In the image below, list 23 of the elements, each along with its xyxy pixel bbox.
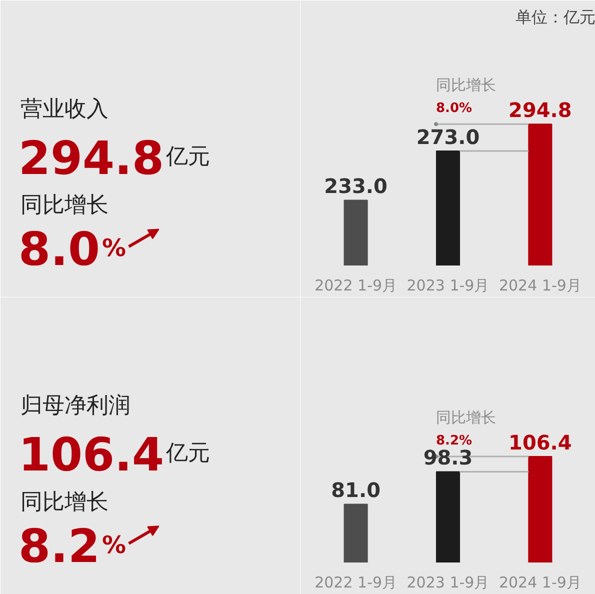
x-tick-label: 2023 1-9月 [406,574,490,592]
text: 8.2% [18,519,126,574]
data-label: 98.3 [423,446,473,470]
annotation: 同比增长 [436,76,496,94]
x-tick-label: 2022 1-9月 [314,574,398,592]
annotation: 同比增长 [436,408,496,426]
text: 营业收入 [20,97,108,122]
text: 8.0% [18,222,126,276]
data-label: 233.0 [324,174,388,198]
x-tick-label: 2024 1-9月 [498,574,582,592]
text: 归母净利润 [20,393,130,418]
data-label: 81.0 [331,478,380,502]
data-label: 294.8 [508,98,572,122]
annotation: 8.2% [436,433,472,448]
x-tick-label: 2024 1-9月 [498,276,582,294]
x-tick-label: 2022 1-9月 [314,276,398,294]
annotation: 8.0% [436,101,472,116]
x-tick-label: 2023 1-9月 [406,276,490,294]
chart-subtitle: 单位：亿元 [516,8,595,26]
data-label: 273.0 [416,124,480,149]
text: 同比增长 [20,193,108,218]
data-label: 106.4 [508,430,572,454]
text: 同比增长 [20,490,108,515]
